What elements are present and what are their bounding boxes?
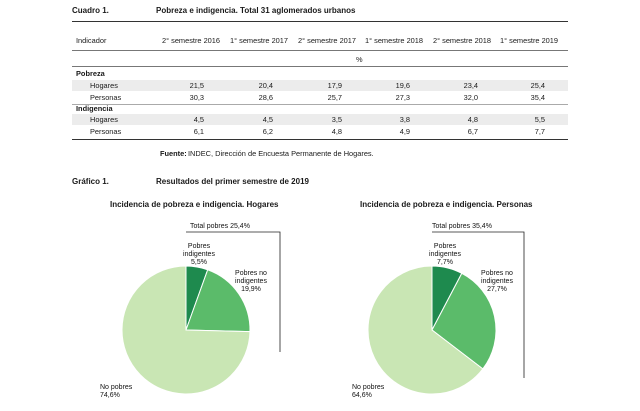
- table-title: Pobreza e indigencia. Total 31 aglomerad…: [156, 6, 356, 15]
- row-label: Hogares: [90, 81, 118, 90]
- pie-label-no-indigentes-hogares: Pobres no indigentes 19,9%: [235, 270, 267, 293]
- pie-slice-hogares-1: [185, 269, 251, 333]
- cell: 35,4: [530, 93, 545, 102]
- group-label-indigencia: Indigencia: [76, 104, 113, 113]
- pie-slice-personas-1: [431, 272, 497, 370]
- column-header-5: 1° semestre 2019: [500, 36, 559, 45]
- source-label: Fuente:: [160, 149, 187, 158]
- pie-slice-hogares-2: [121, 265, 251, 395]
- cell: 4,8: [467, 115, 478, 124]
- row-label: Personas: [90, 127, 122, 136]
- cell: 6,1: [193, 127, 204, 136]
- pie-label-indigentes-personas: Pobres indigentes 7,7%: [429, 243, 461, 266]
- unit-rule: [72, 66, 568, 67]
- chart-title-personas: Incidencia de pobreza e indigencia. Pers…: [360, 200, 533, 209]
- table-label: Cuadro 1.: [72, 6, 109, 15]
- cell: 3,5: [331, 115, 342, 124]
- cell: 19,6: [395, 81, 410, 90]
- column-header-3: 1° semestre 2018: [365, 36, 424, 45]
- header-rule: [72, 50, 568, 51]
- group-rule: [72, 104, 568, 105]
- cell: 20,4: [258, 81, 273, 90]
- column-header-indicador: Indicador: [76, 36, 107, 45]
- cell: 6,7: [467, 127, 478, 136]
- row-band: [72, 114, 568, 125]
- total-bracket-personas: [432, 231, 525, 378]
- total-label-personas: Total pobres 35,4%: [432, 223, 492, 230]
- column-header-2: 2° semestre 2017: [298, 36, 357, 45]
- cell: 32,0: [463, 93, 478, 102]
- cell: 25,7: [327, 93, 342, 102]
- cell: 30,3: [189, 93, 204, 102]
- table-top-rule: [72, 21, 568, 22]
- column-header-4: 2° semestre 2018: [433, 36, 492, 45]
- cell: 3,8: [399, 115, 410, 124]
- cell: 27,3: [395, 93, 410, 102]
- figure-title: Resultados del primer semestre de 2019: [156, 177, 309, 186]
- cell: 17,9: [327, 81, 342, 90]
- total-bracket-hogares: [186, 231, 281, 352]
- column-header-1: 1° semestre 2017: [230, 36, 289, 45]
- cell: 4,8: [331, 127, 342, 136]
- row-label: Personas: [90, 93, 122, 102]
- source-text: INDEC, Dirección de Encuesta Permanente …: [188, 149, 374, 158]
- pie-label-no-pobres-hogares: No pobres 74,6%: [100, 384, 133, 399]
- cell: 6,2: [262, 127, 273, 136]
- cell: 4,9: [399, 127, 410, 136]
- cell: 4,5: [262, 115, 273, 124]
- row-band: [72, 80, 568, 91]
- cell: 5,5: [534, 115, 545, 124]
- total-label-hogares: Total pobres 25,4%: [190, 223, 250, 230]
- pie-label-no-indigentes-personas: Pobres no indigentes 27,7%: [481, 270, 513, 293]
- column-header-0: 2° semestre 2016: [162, 36, 221, 45]
- cell: 23,4: [463, 81, 478, 90]
- cell: 4,5: [193, 115, 204, 124]
- pie-slice-personas-2: [367, 265, 484, 395]
- cell: 7,7: [534, 127, 545, 136]
- row-label: Hogares: [90, 115, 118, 124]
- figure-label: Gráfico 1.: [72, 177, 109, 186]
- cell: 21,5: [189, 81, 204, 90]
- pie-label-no-pobres-personas: No pobres 64,6%: [352, 384, 385, 399]
- unit-label: %: [356, 55, 363, 64]
- chart-title-hogares: Incidencia de pobreza e indigencia. Hoga…: [110, 200, 279, 209]
- cell: 25,4: [530, 81, 545, 90]
- group-label-pobreza: Pobreza: [76, 69, 105, 78]
- pie-label-indigentes-hogares: Pobres indigentes 5,5%: [183, 243, 215, 266]
- table-bottom-rule: [72, 139, 568, 140]
- cell: 28,6: [258, 93, 273, 102]
